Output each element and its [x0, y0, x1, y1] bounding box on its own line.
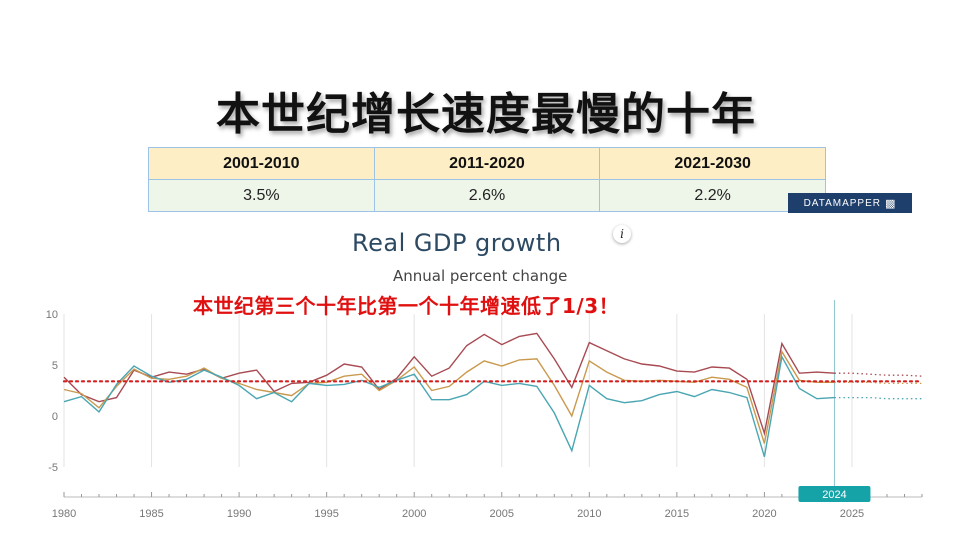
info-icon[interactable]: i	[613, 225, 631, 243]
series-projection-line	[834, 396, 922, 400]
x-tick-label: 2015	[665, 508, 689, 520]
table-header-row: 2001-2010 2011-2020 2021-2030	[148, 147, 826, 180]
annotation-text: 本世纪第三个十年比第一个十年增速低了1/3！	[193, 294, 620, 318]
datamapper-label: DATAMAPPER	[803, 197, 881, 209]
table-header: 2021-2030	[599, 147, 826, 180]
current-year-label: 2024	[822, 489, 846, 501]
datamapper-badge[interactable]: DATAMAPPER ▩	[788, 193, 912, 213]
series-line	[63, 354, 835, 457]
bar-chart-icon: ▩	[885, 197, 897, 210]
series-line	[63, 349, 835, 444]
x-tick-label: 2025	[840, 508, 864, 520]
table-header: 2011-2020	[373, 147, 601, 180]
y-tick-label: 0	[52, 411, 58, 423]
current-year-badge	[798, 486, 871, 502]
chart-title: Real GDP growth	[352, 229, 562, 257]
table-cell: 2.6%	[373, 179, 601, 212]
decade-growth-table: 2001-2010 2011-2020 2021-2030 3.5% 2.6% …	[148, 147, 826, 212]
x-tick-label: 1985	[139, 508, 163, 520]
series-line	[63, 332, 835, 437]
y-tick-label: 10	[46, 309, 58, 321]
x-tick-label: 1990	[227, 508, 251, 520]
x-tick-label: 2020	[752, 508, 776, 520]
series-projection-line	[834, 381, 922, 385]
chart-subtitle: Annual percent change	[393, 267, 568, 285]
x-tick-label: 2005	[490, 508, 514, 520]
slide-title: 本世纪增长速度最慢的十年	[216, 89, 756, 140]
x-tick-label: 2000	[402, 508, 426, 520]
x-tick-label: 2010	[577, 508, 601, 520]
table-cell: 3.5%	[148, 179, 375, 212]
y-tick-label: 5	[52, 360, 58, 372]
series-projection-line	[834, 372, 923, 377]
x-tick-label: 1995	[314, 508, 338, 520]
table-cell: 2.2%	[599, 179, 826, 212]
gdp-line-chart: 10 5 0 -5 1980 1985 1990 1995 2000 2005 2010 2015 20…	[46, 300, 924, 520]
y-tick-label: -5	[48, 462, 58, 474]
x-tick-label: 1980	[52, 508, 76, 520]
table-row: 3.5% 2.6% 2.2%	[148, 179, 826, 212]
table-header: 2001-2010	[148, 147, 375, 180]
